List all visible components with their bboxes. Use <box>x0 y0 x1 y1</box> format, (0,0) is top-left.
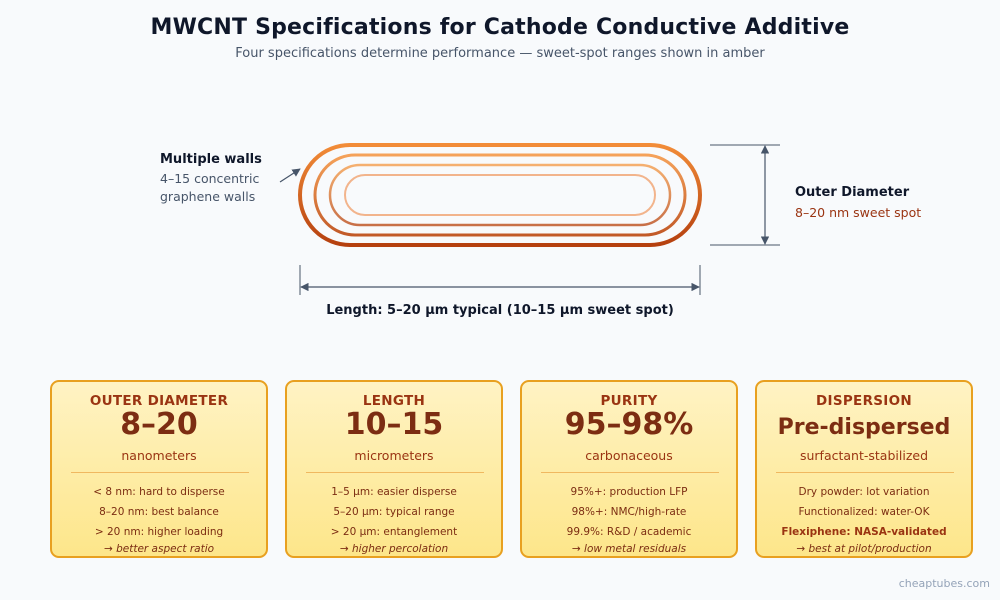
nanotube-diagram <box>279 143 780 295</box>
card-value: 10–15 <box>344 407 444 442</box>
watermark: cheaptubes.com <box>898 577 990 590</box>
card-detail-line: 95%+: production LFP <box>570 486 688 498</box>
card-heading: LENGTH <box>362 393 426 409</box>
card-footer: → low metal residuals <box>571 543 687 555</box>
inner-wall <box>344 174 656 216</box>
length-label: Length: 5–20 µm typical (10–15 µm sweet … <box>326 303 674 318</box>
card-detail-line: Dry powder: lot variation <box>798 486 930 498</box>
card-detail-line: 99.9%: R&D / academic <box>566 526 692 538</box>
card-detail-line: < 8 nm: hard to disperse <box>93 486 225 498</box>
diameter-label-subtitle: 8–20 nm sweet spot <box>795 205 922 220</box>
card-detail-line: 8–20 nm: best balance <box>99 506 219 518</box>
card-footer: → better aspect ratio <box>103 543 215 555</box>
walls-pointer-arrow <box>279 168 301 183</box>
card-divider <box>71 472 249 473</box>
walls-label-line1: 4–15 concentric <box>160 171 260 186</box>
page-subtitle: Four specifications determine performanc… <box>235 46 765 61</box>
card-heading: PURITY <box>600 393 658 409</box>
card-footer: → best at pilot/production <box>796 543 932 555</box>
walls-label-title: Multiple walls <box>160 152 262 167</box>
spec-card-purity: PURITY 95–98% carbonaceous 95%+: product… <box>520 380 738 558</box>
card-unit: surfactant-stabilized <box>799 448 928 463</box>
card-value: 95–98% <box>564 407 694 442</box>
card-unit: micrometers <box>354 448 434 463</box>
card-detail-line: Functionalized: water-OK <box>798 506 930 518</box>
card-heading: DISPERSION <box>816 393 912 409</box>
card-divider <box>306 472 484 473</box>
card-detail-line: > 20 nm: higher loading <box>94 526 224 538</box>
spec-card-dispersion: DISPERSION Pre-dispersed surfactant-stab… <box>755 380 973 558</box>
card-detail-line: 1–5 µm: easier disperse <box>331 486 457 498</box>
card-value: 8–20 <box>120 407 198 442</box>
wall-3 <box>328 163 672 227</box>
card-detail-line: 98%+: NMC/high-rate <box>571 506 687 518</box>
card-heading: OUTER DIAMETER <box>89 393 229 409</box>
page-title: MWCNT Specifications for Cathode Conduct… <box>150 15 850 40</box>
card-divider <box>776 472 954 473</box>
card-divider <box>541 472 719 473</box>
card-detail-line-highlight: Flexiphene: NASA-validated <box>781 526 947 538</box>
spec-card-length: LENGTH 10–15 micrometers 1–5 µm: easier … <box>285 380 503 558</box>
walls-label-line2: graphene walls <box>160 189 256 204</box>
card-detail-line: > 20 µm: entanglement <box>330 526 458 538</box>
card-unit: carbonaceous <box>585 448 673 463</box>
card-footer: → higher percolation <box>339 543 449 555</box>
spec-card-outer-diameter: OUTER DIAMETER 8–20 nanometers < 8 nm: h… <box>50 380 268 558</box>
card-detail-line: 5–20 µm: typical range <box>333 506 455 518</box>
outer-wall <box>298 143 702 247</box>
wall-2 <box>313 153 687 237</box>
card-value: Pre-dispersed <box>777 415 951 440</box>
diameter-label-title: Outer Diameter <box>795 185 910 200</box>
card-unit: nanometers <box>121 448 197 463</box>
